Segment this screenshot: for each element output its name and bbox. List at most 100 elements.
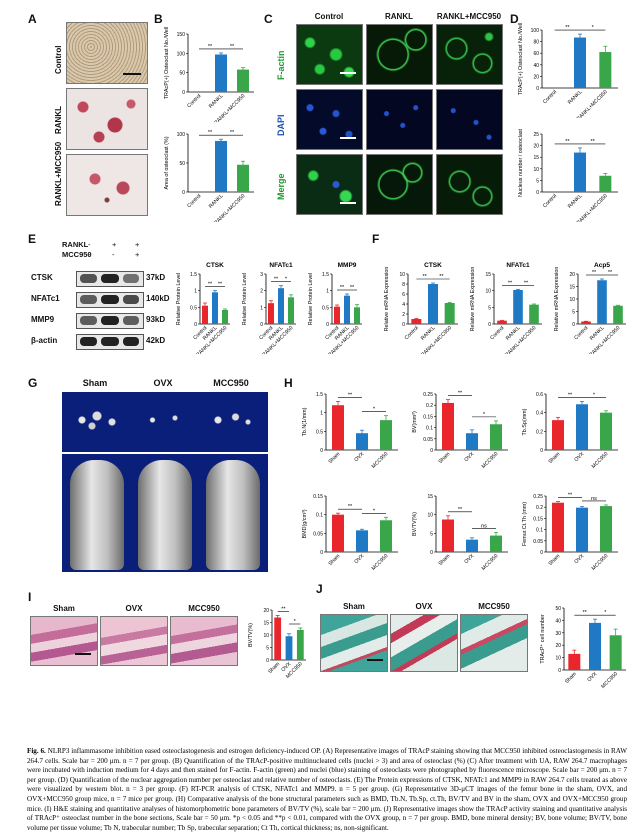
sig-label: *	[285, 277, 288, 283]
x-tick-label: MCC950	[591, 451, 610, 470]
y-tick-label: 1	[260, 305, 263, 311]
sig-label: ns	[481, 524, 487, 530]
y-tick-label: 10	[263, 633, 269, 639]
factin-rankl-mcc950	[436, 24, 503, 85]
bar	[380, 520, 392, 552]
merge-rankl	[366, 154, 433, 215]
y-tick-label: 20	[263, 608, 269, 614]
x-tick-label: Control	[573, 325, 589, 341]
x-tick-label: RANKL	[567, 89, 584, 106]
panel-label-i: I	[28, 590, 32, 604]
y-tick-label: 0.1	[426, 426, 433, 432]
bar	[411, 319, 422, 324]
sig-label: **	[565, 25, 570, 31]
microct-femur-row	[62, 454, 268, 572]
row-label-merge: Merge	[276, 173, 286, 200]
chart-h2-bv: 0 0.05 0.1 0.15 0.2 0.25 BV(mm³) Sham OVX MCC950 *…	[412, 391, 508, 470]
y-tick-label: 0	[430, 448, 433, 454]
sig-label: ns	[591, 496, 597, 502]
caption-lead: Fig. 6.	[27, 747, 46, 755]
bar	[278, 288, 284, 324]
bar	[428, 284, 438, 324]
mark: -	[112, 250, 115, 259]
x-tick-label: RANKL	[208, 93, 225, 110]
y-tick-label: 1.5	[322, 272, 329, 278]
chart-h1-tbn: 00.511.5Tb.N(1/mm)Sham OVX MCC950***	[302, 392, 398, 470]
y-tick-label: 100	[177, 51, 186, 57]
bar	[576, 507, 588, 552]
col-header-sham: Sham	[343, 602, 365, 611]
row-label-rankl-mcc950: RANKL+MCC950	[54, 141, 63, 206]
bar	[354, 307, 360, 324]
caption-text: NLRP3 inflammasome inhibition eased oste…	[27, 747, 627, 832]
y-tick-label: 0	[320, 448, 323, 454]
y-tick-label: 1.5	[316, 392, 323, 398]
bar	[442, 402, 454, 450]
y-tick-label: 8	[402, 282, 405, 288]
y-axis-label: Relative mRNA Expression	[384, 267, 390, 332]
x-tick-label: Control	[489, 325, 505, 341]
mark: -	[88, 240, 91, 249]
chart-b1-osteoclast-number: 0 50 100 150 TRAcP(+) Osteoclast No./Well Con…	[164, 27, 254, 122]
y-tick-label: 20	[533, 144, 539, 150]
y-tick-label: 100	[177, 132, 186, 138]
x-tick-label: OVX	[353, 553, 365, 565]
chart-f2-nfatc1-mrna: NFATc1 0 5 10 15 Relative mRNA Expression Cont…	[470, 262, 542, 354]
y-tick-label: 0.1	[536, 528, 543, 534]
bar	[529, 304, 539, 324]
chart-b2-osteoclast-area: 0 50 100 Area of osteoclast (%) Control RANKL…	[164, 130, 254, 222]
y-tick-label: 0	[260, 322, 263, 328]
y-tick-label: 40	[555, 618, 561, 624]
sig-label: **	[274, 277, 279, 283]
y-tick-label: 15	[533, 155, 539, 161]
chart-h3-tbsp: 00.20.40.6Tb.Sp(mm)Sham OVX MCC950** *	[522, 392, 618, 470]
sig-label: **	[218, 282, 223, 288]
bar	[581, 321, 591, 324]
bar	[599, 175, 612, 192]
y-axis-label: Relative Protein Level	[242, 273, 248, 325]
chart-title: CTSK	[424, 262, 442, 269]
sig-label: **	[583, 610, 588, 616]
x-tick-label: Sham	[267, 661, 281, 675]
y-tick-label: 0	[266, 658, 269, 664]
x-tick-label: Sham	[438, 451, 452, 465]
x-tick-label: OVX	[586, 671, 598, 683]
y-tick-label: 10	[399, 272, 405, 278]
y-tick-label: 0	[572, 322, 575, 328]
x-tick-label: RANKL	[567, 193, 584, 210]
y-tick-label: 0.5	[322, 305, 329, 311]
row-label-rankl: RANKL	[54, 106, 63, 134]
y-axis-label: TRAcP(+) Osteoclast No./Well	[518, 23, 524, 96]
y-tick-label: 0.2	[536, 505, 543, 511]
y-tick-label: 0	[182, 90, 185, 96]
bar	[222, 310, 228, 324]
trap-bone-mcc950	[460, 614, 528, 672]
sig-label: **	[208, 282, 213, 288]
sig-label: **	[568, 493, 573, 499]
panel-label-f: F	[372, 232, 380, 246]
protein-label-ctsk: CTSK	[31, 273, 53, 282]
blot-ctsk	[76, 271, 144, 287]
sig-label: **	[591, 139, 596, 145]
sig-label: *	[604, 610, 607, 616]
mark: -	[88, 250, 91, 259]
chart-title: NFATc1	[269, 262, 293, 269]
y-tick-label: 10	[569, 297, 575, 303]
y-tick-label: 0.5	[190, 305, 197, 311]
sig-label: **	[608, 270, 613, 276]
y-tick-label: 10	[427, 513, 433, 519]
y-tick-label: 40	[533, 63, 539, 69]
y-tick-label: 1	[320, 411, 323, 417]
y-tick-label: 0	[540, 448, 543, 454]
y-tick-label: 1	[326, 289, 329, 295]
bar	[490, 424, 502, 450]
x-tick-label: Control	[542, 193, 558, 209]
x-tick-label: RANKL	[208, 193, 225, 210]
dapi-rankl	[366, 89, 433, 150]
sig-label: *	[483, 412, 486, 418]
x-tick-label: MCC950	[481, 451, 500, 470]
bar	[568, 653, 581, 670]
sig-label: **	[508, 280, 513, 286]
figure-caption: Fig. 6. NLRP3 inflammasome inhibition ea…	[27, 747, 627, 833]
blot-mmp9	[76, 313, 144, 329]
